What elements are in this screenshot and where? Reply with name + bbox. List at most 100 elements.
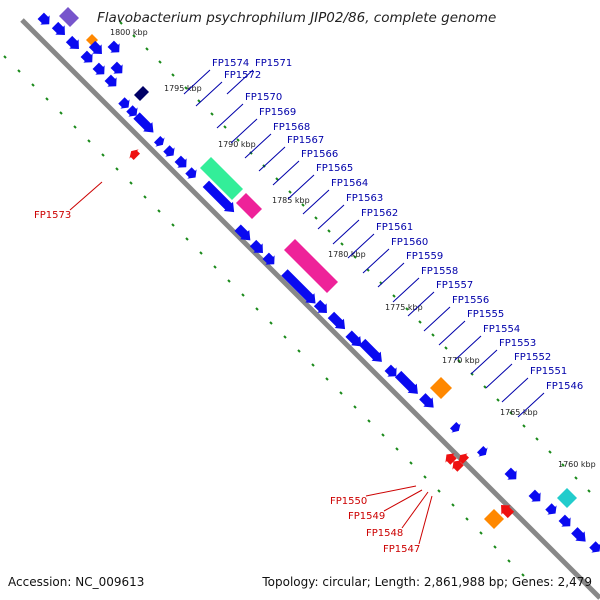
- forward-gene-arrow[interactable]: [312, 298, 331, 317]
- forward-gene-arrow-shape: [163, 145, 175, 157]
- forward-gene-arrow[interactable]: [557, 513, 575, 531]
- forward-gene-arrow[interactable]: [383, 363, 401, 381]
- forward-gene-label[interactable]: FP1557: [436, 280, 473, 291]
- forward-label-leader: [216, 103, 244, 129]
- forward-gene-arrow[interactable]: [132, 111, 158, 137]
- reverse-gene-label[interactable]: FP1549: [348, 511, 385, 522]
- forward-gene-arrow-shape: [589, 541, 600, 553]
- feature-orange-low[interactable]: [484, 509, 504, 529]
- forward-gene-label[interactable]: FP1556: [452, 295, 489, 306]
- forward-gene-label[interactable]: FP1560: [391, 237, 428, 248]
- feature-green[interactable]: [200, 157, 243, 200]
- forward-gene-label[interactable]: FP1558: [421, 266, 458, 277]
- forward-gene-label[interactable]: FP1562: [361, 208, 398, 219]
- forward-gene-label[interactable]: FP1567: [287, 135, 324, 146]
- forward-gene-label[interactable]: FP1569: [259, 107, 296, 118]
- forward-gene-arrow[interactable]: [91, 61, 109, 79]
- feature-purple[interactable]: [59, 7, 79, 27]
- forward-gene-arrow-shape: [80, 50, 93, 63]
- forward-gene-arrow[interactable]: [233, 223, 255, 245]
- forward-gene-arrow[interactable]: [326, 310, 349, 333]
- forward-gene-label[interactable]: FP1566: [301, 149, 338, 160]
- forward-gene-label[interactable]: FP1551: [530, 366, 567, 377]
- forward-gene-arrow[interactable]: [544, 502, 560, 518]
- ruler-dot: [548, 450, 552, 454]
- forward-gene-arrow[interactable]: [476, 445, 491, 460]
- forward-gene-arrow[interactable]: [125, 104, 141, 120]
- forward-gene-arrow-shape: [65, 35, 79, 49]
- forward-label-leader: [332, 219, 360, 245]
- reverse-gene-arrow[interactable]: [442, 450, 458, 466]
- reverse-gene-label[interactable]: FP1573: [34, 210, 71, 221]
- forward-gene-label[interactable]: FP1563: [346, 193, 383, 204]
- forward-gene-arrow[interactable]: [162, 144, 178, 160]
- forward-gene-arrow-shape: [249, 239, 263, 253]
- forward-gene-arrow[interactable]: [394, 370, 423, 399]
- forward-gene-arrow[interactable]: [106, 39, 124, 57]
- forward-gene-label[interactable]: FP1574: [212, 58, 249, 69]
- forward-gene-arrow[interactable]: [201, 179, 238, 216]
- forward-gene-arrow[interactable]: [344, 329, 366, 351]
- forward-gene-arrow[interactable]: [153, 135, 168, 150]
- accession-text: Accession: NC_009613: [8, 575, 145, 589]
- forward-gene-arrow[interactable]: [358, 338, 387, 367]
- reverse-gene-arrow[interactable]: [496, 500, 515, 519]
- ruler-dot: [283, 335, 287, 339]
- forward-gene-label[interactable]: FP1555: [467, 309, 504, 320]
- forward-gene-label[interactable]: FP1546: [546, 381, 583, 392]
- forward-gene-arrow[interactable]: [173, 154, 191, 172]
- forward-gene-label[interactable]: FP1570: [245, 92, 282, 103]
- forward-gene-label[interactable]: FP1571: [255, 58, 292, 69]
- forward-gene-arrow[interactable]: [248, 238, 267, 257]
- forward-gene-arrow[interactable]: [36, 11, 54, 29]
- forward-gene-arrow[interactable]: [527, 488, 545, 506]
- map-title: Flavobacterium psychrophilum JIP02/86, c…: [97, 10, 497, 26]
- forward-label-leader: [454, 335, 482, 361]
- reverse-gene-label[interactable]: FP1548: [366, 528, 403, 539]
- forward-gene-label[interactable]: FP1572: [224, 70, 261, 81]
- forward-gene-label[interactable]: FP1564: [331, 178, 368, 189]
- ruler-dot: [17, 69, 21, 73]
- feature-magenta-small[interactable]: [236, 193, 262, 219]
- forward-gene-arrow[interactable]: [280, 268, 320, 308]
- forward-gene-arrow[interactable]: [79, 49, 97, 67]
- forward-gene-arrow[interactable]: [449, 421, 464, 436]
- forward-gene-arrow[interactable]: [184, 166, 200, 182]
- forward-gene-arrow[interactable]: [103, 73, 121, 91]
- forward-gene-label[interactable]: FP1565: [316, 163, 353, 174]
- forward-gene-arrow[interactable]: [570, 526, 591, 547]
- forward-gene-arrow[interactable]: [87, 39, 106, 58]
- ruler-dot: [297, 349, 301, 353]
- forward-label-leader: [195, 81, 223, 107]
- feature-cyan[interactable]: [557, 488, 577, 508]
- feature-navy[interactable]: [134, 86, 149, 101]
- feature-orange-mid[interactable]: [430, 377, 452, 399]
- forward-gene-arrow[interactable]: [261, 251, 279, 269]
- forward-gene-arrow[interactable]: [50, 20, 69, 39]
- forward-gene-arrow[interactable]: [418, 392, 439, 413]
- forward-gene-arrow-shape: [92, 62, 105, 75]
- forward-gene-label[interactable]: FP1568: [273, 122, 310, 133]
- forward-gene-label[interactable]: FP1552: [514, 352, 551, 363]
- forward-gene-arrow[interactable]: [109, 60, 127, 78]
- feature-magenta-large[interactable]: [284, 239, 338, 293]
- forward-gene-arrow-shape: [345, 330, 362, 347]
- reverse-gene-arrow[interactable]: [449, 457, 465, 473]
- reverse-gene-arrow-shape: [129, 149, 141, 161]
- forward-gene-label[interactable]: FP1561: [376, 222, 413, 233]
- forward-gene-arrow[interactable]: [117, 96, 133, 112]
- forward-label-leader: [423, 306, 451, 332]
- forward-gene-arrow[interactable]: [503, 466, 521, 484]
- forward-gene-label[interactable]: FP1553: [499, 338, 536, 349]
- forward-gene-label[interactable]: FP1554: [483, 324, 520, 335]
- reverse-gene-label[interactable]: FP1550: [330, 496, 367, 507]
- forward-gene-arrow[interactable]: [64, 34, 83, 53]
- ruler-dot: [327, 229, 331, 233]
- forward-gene-arrow[interactable]: [588, 540, 600, 556]
- reverse-gene-arrow[interactable]: [127, 147, 142, 162]
- forward-gene-label[interactable]: FP1559: [406, 251, 443, 262]
- reverse-gene-arrow[interactable]: [456, 451, 471, 466]
- reverse-gene-label[interactable]: FP1547: [383, 544, 420, 555]
- ruler-dot: [535, 437, 539, 441]
- ruler-dot: [157, 209, 161, 213]
